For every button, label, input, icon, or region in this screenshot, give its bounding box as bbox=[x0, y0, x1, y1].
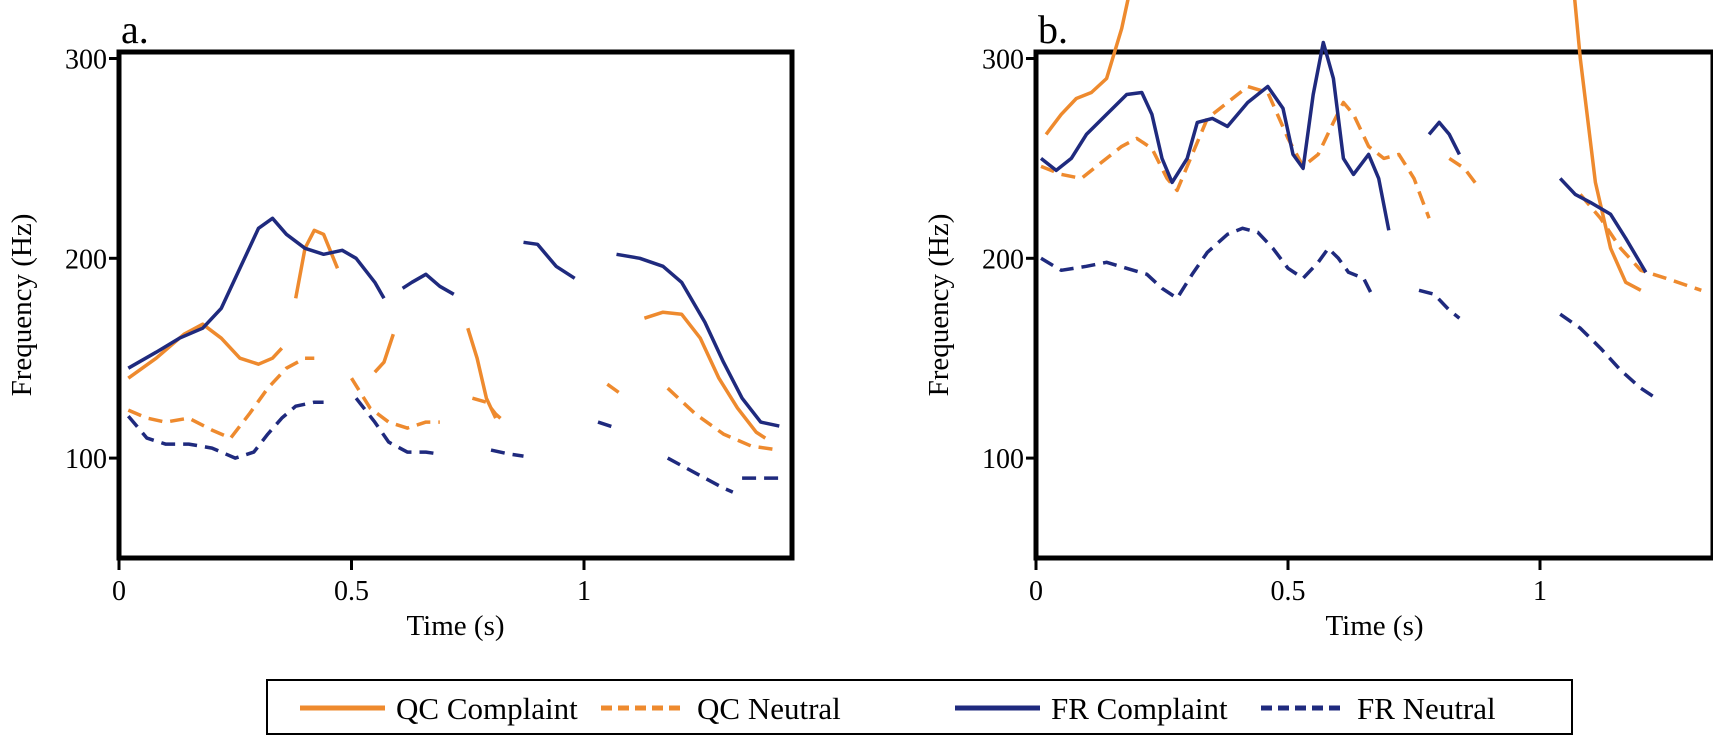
series-fr-complaint bbox=[127, 216, 780, 428]
x-tick-label: 0.5 bbox=[334, 576, 369, 607]
series-line bbox=[350, 377, 440, 430]
y-tick-label: 300 bbox=[65, 45, 107, 76]
y-tick-label: 200 bbox=[65, 244, 107, 275]
series-line bbox=[373, 333, 395, 374]
series-line bbox=[523, 240, 576, 280]
series-line bbox=[126, 400, 324, 460]
series-fr-neutral bbox=[126, 397, 780, 494]
legend-label: FR Neutral bbox=[1357, 691, 1496, 726]
series-line bbox=[1040, 226, 1376, 301]
x-axis-label: Time (s) bbox=[406, 610, 504, 642]
series-line bbox=[490, 448, 524, 458]
legend-box bbox=[266, 679, 1573, 735]
series-line bbox=[1427, 120, 1461, 156]
x-tick-label: 0 bbox=[112, 576, 126, 607]
legend-label: FR Complaint bbox=[1051, 691, 1228, 726]
legend-label: QC Complaint bbox=[396, 691, 578, 726]
series-line bbox=[1044, 0, 1130, 136]
series-line bbox=[597, 420, 618, 430]
series-line bbox=[293, 228, 340, 299]
y-tick-label: 300 bbox=[982, 45, 1024, 76]
series-qc-neutral bbox=[127, 356, 780, 452]
x-tick-label: 0 bbox=[1029, 576, 1043, 607]
series-line bbox=[127, 356, 315, 440]
series-line bbox=[466, 327, 498, 419]
series-line bbox=[127, 216, 386, 370]
series-line bbox=[1573, 0, 1642, 292]
series-qc-neutral bbox=[1040, 84, 1702, 292]
series-line bbox=[1558, 177, 1648, 274]
series-line bbox=[1559, 312, 1657, 400]
series-line bbox=[606, 382, 623, 396]
series-line bbox=[616, 252, 780, 428]
y-axis-label: Frequency (Hz) bbox=[923, 214, 955, 397]
legend-label: QC Neutral bbox=[697, 691, 841, 726]
series-line bbox=[1448, 156, 1481, 190]
y-tick-label: 100 bbox=[982, 444, 1024, 475]
panel-label: a. bbox=[121, 7, 149, 52]
series-line bbox=[471, 396, 507, 424]
series-line bbox=[401, 272, 455, 296]
series-fr-neutral bbox=[1040, 226, 1657, 400]
series-line bbox=[1039, 40, 1391, 231]
series-line bbox=[1418, 288, 1461, 320]
y-tick-label: 100 bbox=[65, 444, 107, 475]
series-line bbox=[1040, 84, 1431, 219]
x-axis-label: Time (s) bbox=[1325, 610, 1423, 642]
series-line bbox=[127, 322, 284, 380]
y-axis-label: Frequency (Hz) bbox=[6, 214, 38, 397]
series-line bbox=[1578, 193, 1702, 292]
x-tick-label: 1 bbox=[577, 576, 591, 607]
plot-frame bbox=[116, 49, 795, 561]
series-fr-complaint bbox=[1039, 40, 1648, 274]
series-qc-complaint bbox=[1044, 0, 1642, 292]
plot-frame bbox=[1033, 49, 1713, 561]
legend: QC Complaint QC Neutral FR Complaint FR Neu… bbox=[266, 679, 1573, 735]
series-line bbox=[666, 386, 780, 452]
series-line bbox=[354, 397, 441, 456]
x-tick-label: 1 bbox=[1533, 576, 1547, 607]
series-line bbox=[666, 456, 734, 494]
panel-label: b. bbox=[1038, 7, 1068, 52]
series-line bbox=[643, 310, 767, 440]
x-tick-label: 0.5 bbox=[1271, 576, 1306, 607]
series-qc-complaint bbox=[127, 228, 767, 440]
y-tick-label: 200 bbox=[982, 244, 1024, 275]
